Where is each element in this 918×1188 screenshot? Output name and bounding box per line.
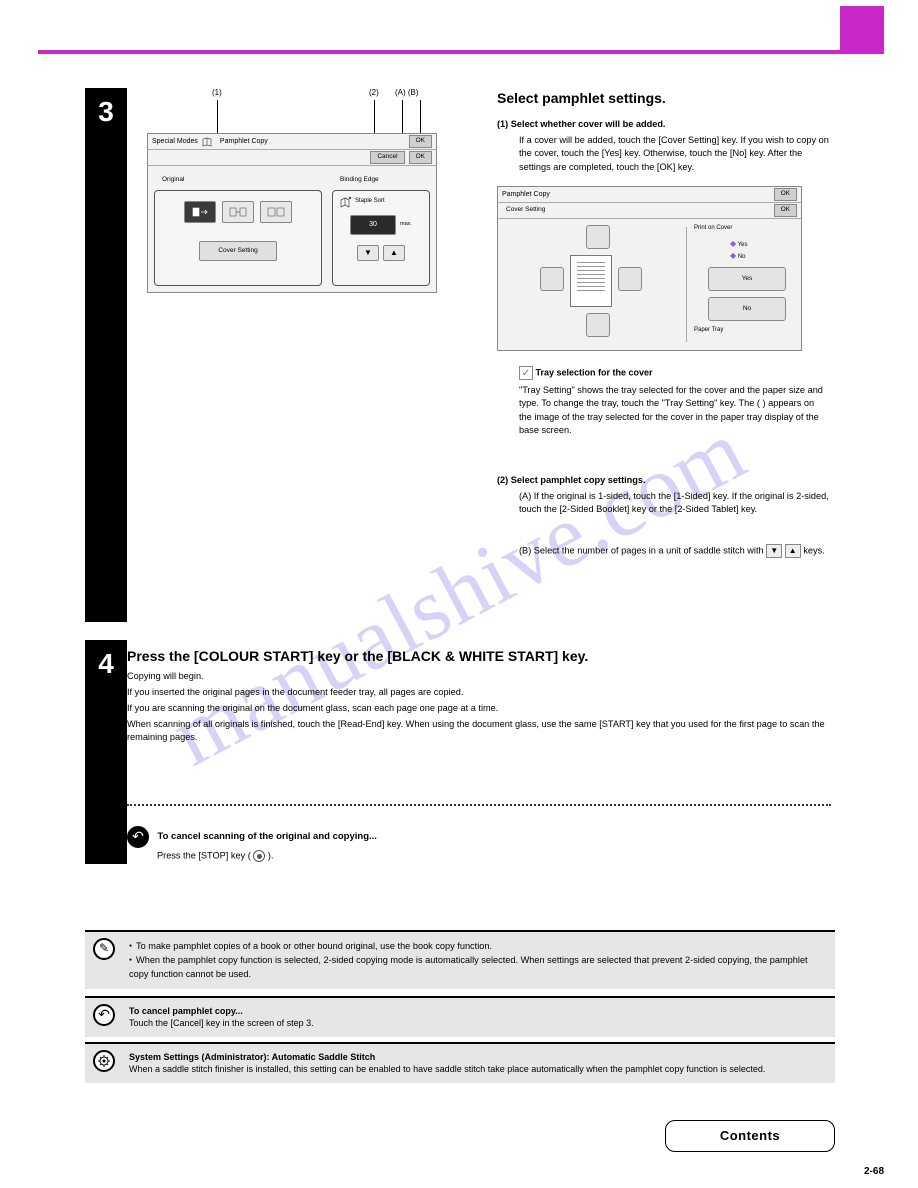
staple-icon [339, 195, 353, 209]
contents-link[interactable]: Contents [665, 1120, 835, 1152]
stop-icon [253, 850, 265, 862]
step-3-stripe: 3 [85, 88, 127, 622]
two-sided-tablet-button[interactable] [260, 201, 292, 223]
diamond-no-icon: ◆ [730, 251, 736, 260]
left-lcd-title-prefix: Special Modes [152, 137, 198, 146]
header-bar [0, 6, 918, 50]
step-3-number: 3 [85, 88, 127, 130]
staple-sort-label: Staple Sort [355, 198, 385, 206]
cancel-note-row: To cancel scanning of the original and c… [127, 826, 831, 862]
two-sided-book-button[interactable] [222, 201, 254, 223]
item2-b-post: keys. [803, 545, 824, 555]
yes-label: Yes [738, 242, 748, 248]
back-icon [127, 826, 149, 848]
left-button[interactable] [540, 267, 564, 291]
left-lcd-screen: Special Modes Pamphlet Copy OK Cancel OK… [147, 133, 437, 293]
note1-a: To make pamphlet copies of a book or oth… [129, 940, 827, 954]
step4-line2: If you inserted the original pages in th… [127, 686, 827, 699]
gear-icon [93, 1050, 115, 1072]
item2-b-pre: (B) Select the number of pages in a unit… [519, 545, 764, 555]
tray-info-body: "Tray Setting" shows the tray selected f… [519, 384, 829, 437]
header-accent-tab [840, 6, 884, 50]
right-ok-tab-2[interactable]: OK [774, 204, 797, 216]
item1-title: (1) Select whether cover will be added. [497, 118, 827, 131]
right-lcd-body: Print on Cover ◆ Yes ◆ No Yes No Paper T… [498, 219, 801, 350]
item2-b: (B) Select the number of pages in a unit… [519, 544, 829, 558]
diamond-yes-icon: ◆ [730, 239, 736, 248]
document-icon [570, 255, 612, 307]
step3-heading: Select pamphlet settings. [497, 88, 666, 108]
right-lcd-subrow: Cover Setting OK [498, 203, 801, 219]
callout-1-label: (1) [212, 88, 222, 98]
one-sided-button[interactable] [184, 201, 216, 223]
divider-line [686, 227, 687, 342]
info-box-2: To cancel pamphlet copy... Touch the [Ca… [85, 996, 835, 1037]
original-label: Original [162, 176, 184, 184]
dotted-separator [127, 804, 831, 806]
top-button[interactable] [586, 225, 610, 249]
book-icon [229, 206, 247, 218]
note2-heading: To cancel pamphlet copy... [129, 1006, 827, 1018]
right-lcd-screen: Pamphlet Copy OK Cover Setting OK Print … [497, 186, 802, 351]
left-lcd-titlebar: Special Modes Pamphlet Copy OK [148, 134, 436, 150]
up-arrow-icon: ▲ [785, 544, 801, 558]
no-label: No [738, 254, 746, 260]
note2-body: Touch the [Cancel] key in the screen of … [129, 1018, 827, 1030]
page-number: 2-68 [864, 1165, 884, 1178]
no-button[interactable]: No [708, 297, 786, 321]
original-panel: Cover Setting [154, 190, 322, 286]
left-lcd-subrow: Cancel OK [148, 150, 436, 166]
cancel-heading: To cancel scanning of the original and c… [158, 831, 377, 842]
tray-info-heading: Tray selection for the cover [536, 367, 653, 377]
step-4-number: 4 [85, 640, 127, 682]
step4-heading: Press the [COLOUR START] key or the [BLA… [127, 646, 827, 666]
step4-line3: If you are scanning the original on the … [127, 702, 827, 715]
ok-tab-2[interactable]: OK [409, 151, 432, 163]
right-lcd-titlebar: Pamphlet Copy OK [498, 187, 801, 203]
binding-label: Binding Edge [340, 176, 379, 184]
tablet-icon [267, 206, 285, 218]
info-box-1: To make pamphlet copies of a book or oth… [85, 930, 835, 989]
right-button[interactable] [618, 267, 642, 291]
check-icon: ✓ [519, 366, 533, 380]
cancel-body-post: ). [268, 850, 274, 860]
sub-title: Cover Setting [502, 206, 545, 214]
header-rule [38, 50, 884, 54]
count-up-button[interactable]: ▲ [383, 245, 405, 261]
cancel-body-pre: Press the [STOP] key ( [157, 850, 251, 860]
info-box-3: System Settings (Administrator): Automat… [85, 1042, 835, 1083]
tray-info-row: ✓ Tray selection for the cover [519, 366, 653, 380]
one-sided-icon [191, 206, 209, 218]
left-lcd-title-segment: Pamphlet Copy [220, 137, 268, 146]
pencil-icon [93, 938, 115, 960]
ok-tab[interactable]: OK [409, 135, 432, 147]
staple-count-display: 30 [350, 215, 396, 235]
bottom-button[interactable] [586, 313, 610, 337]
note3-heading: System Settings (Administrator): Automat… [129, 1052, 827, 1064]
step4-line1: Copying will begin. [127, 670, 204, 683]
item2-title: (2) Select pamphlet copy settings. [497, 474, 646, 487]
binding-panel: Staple Sort 30 max. ▼ ▲ [332, 190, 430, 286]
step4-line4: When scanning of all originals is finish… [127, 718, 827, 745]
down-arrow-icon: ▼ [766, 544, 782, 558]
cover-setting-button[interactable]: Cover Setting [199, 241, 277, 261]
note1-b: When the pamphlet copy function is selec… [129, 954, 827, 982]
callout-ab-label: (A) (B) [395, 88, 419, 98]
item2-a: (A) If the original is 1-sided, touch th… [519, 490, 829, 517]
right-lcd-title: Pamphlet Copy [502, 190, 550, 199]
item1-body: If a cover will be added, touch the [Cov… [519, 134, 829, 174]
yes-button[interactable]: Yes [708, 267, 786, 291]
callout-2-label: (2) [369, 88, 379, 98]
print-on-cover-label: Print on Cover [694, 225, 732, 233]
note3-body: When a saddle stitch finisher is install… [129, 1064, 827, 1076]
cancel-tab[interactable]: Cancel [370, 151, 404, 163]
right-ok-tab[interactable]: OK [774, 188, 797, 200]
back-icon-2 [93, 1004, 115, 1026]
tray-label: Paper Tray [694, 327, 723, 335]
count-down-button[interactable]: ▼ [357, 245, 379, 261]
max-label: max. [400, 221, 412, 228]
step-4-stripe: 4 [85, 640, 127, 864]
pamphlet-icon [202, 137, 216, 147]
